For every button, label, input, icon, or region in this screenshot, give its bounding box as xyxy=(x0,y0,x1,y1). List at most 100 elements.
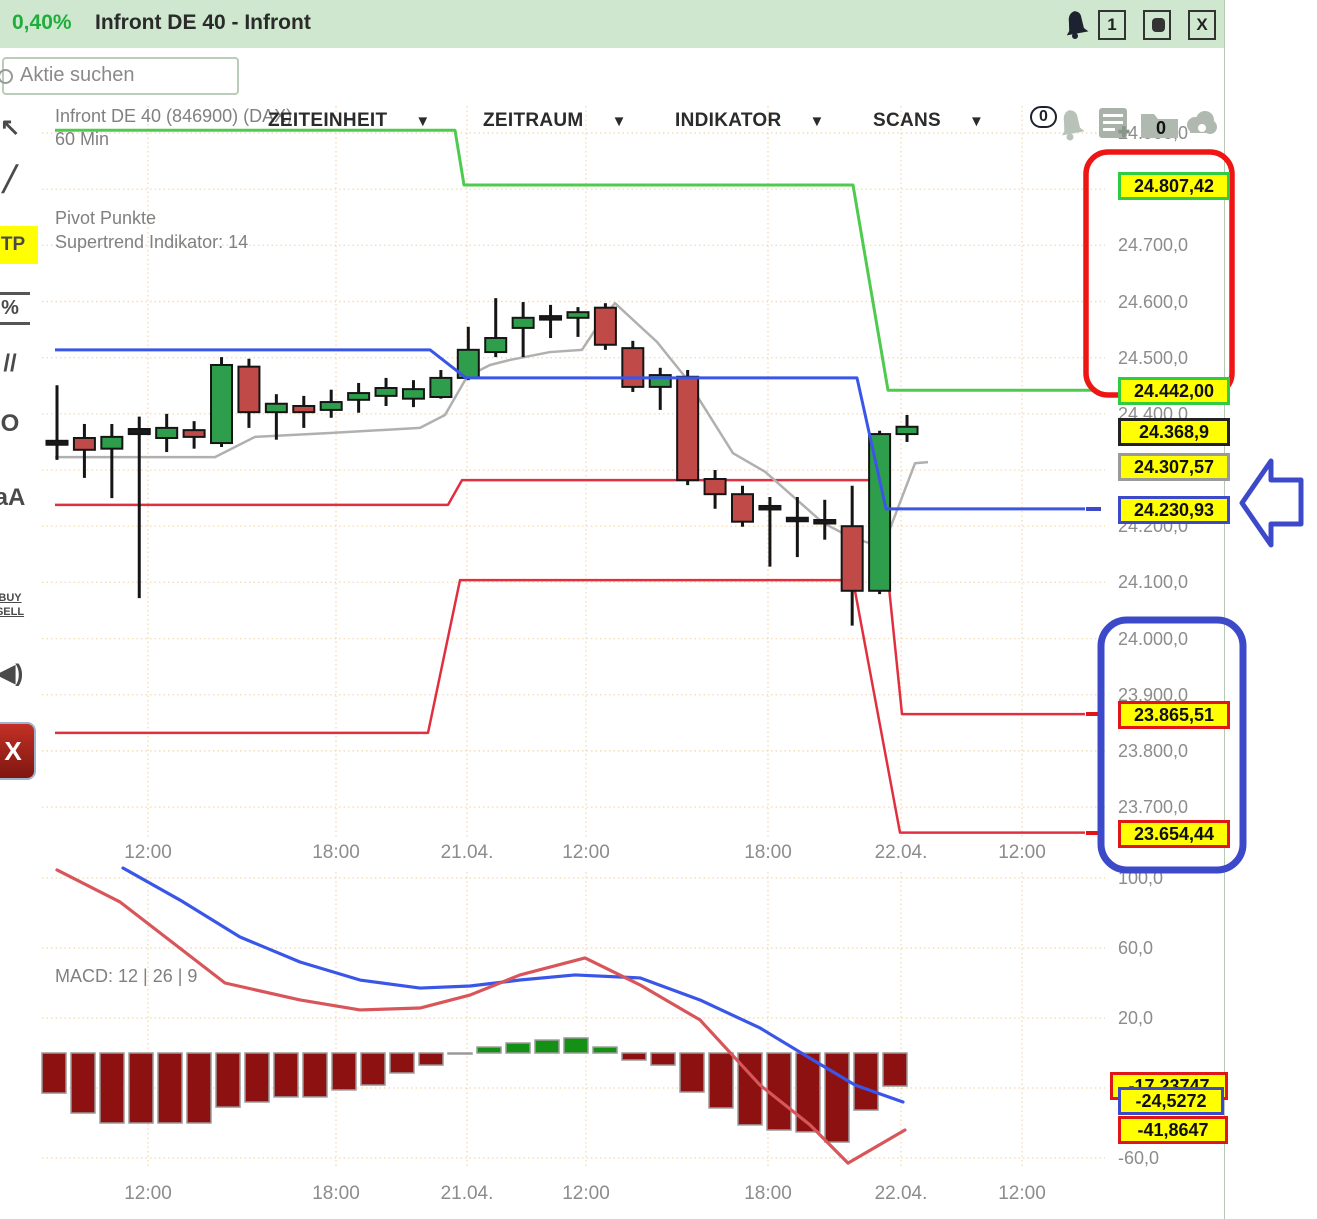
cursor-tool-icon: ↖ xyxy=(0,114,21,141)
supertrend-gray xyxy=(55,301,929,549)
title-bar: 0,40% Infront DE 40 - Infront 1 X xyxy=(0,0,1224,48)
trendline-tool-icon: ╱ xyxy=(2,166,18,193)
text-tool[interactable]: aA xyxy=(0,486,32,510)
macd-histogram-bar xyxy=(447,1052,473,1055)
toolbar: ZEITEINHEIT ▼ ZEITRAUM ▼ INDIKATOR ▼ SCA… xyxy=(0,48,1224,141)
cloud-icon[interactable] xyxy=(1184,108,1218,138)
audio-tool[interactable]: ◀) xyxy=(0,662,32,686)
macd-label: MACD: 12 | 26 | 9 xyxy=(55,966,198,986)
menu-scans[interactable]: SCANS ▼ xyxy=(873,110,984,132)
close-label: X xyxy=(1196,15,1208,34)
candle xyxy=(758,504,782,511)
macd-histogram-bar xyxy=(273,1052,299,1098)
macd-histogram-bar xyxy=(621,1052,647,1061)
chevron-down-icon: ▼ xyxy=(969,112,985,130)
window-title: Infront DE 40 - Infront xyxy=(95,11,311,34)
restore-button[interactable] xyxy=(1143,10,1171,40)
menu-zeiteinheit[interactable]: ZEITEINHEIT ▼ xyxy=(268,110,431,132)
macd-histogram-bar xyxy=(505,1042,531,1054)
candle xyxy=(45,439,69,446)
chevron-down-icon: ▼ xyxy=(809,112,825,130)
candle xyxy=(703,478,727,496)
minimize-label: 1 xyxy=(1107,15,1117,34)
menu-indikator-label: INDIKATOR xyxy=(675,110,782,131)
candle xyxy=(621,347,645,388)
search-input[interactable] xyxy=(18,61,232,89)
trendline-tool[interactable]: ╱ xyxy=(0,168,32,192)
macd-histogram-bar xyxy=(186,1052,212,1124)
alert-count-badge[interactable]: 0 xyxy=(1030,106,1057,128)
macd-histogram-bar xyxy=(766,1052,792,1131)
menu-indikator[interactable]: INDIKATOR ▼ xyxy=(675,110,825,132)
candle xyxy=(840,525,864,592)
watchlist-add-icon[interactable] xyxy=(1096,105,1134,143)
chevron-down-icon: ▼ xyxy=(611,112,627,130)
portfolio-folder-icon[interactable]: 0 xyxy=(1138,106,1182,142)
parallel-tool-icon: // xyxy=(3,350,17,377)
pivot-support-red-1 xyxy=(55,478,1085,716)
menu-zeitraum-label: ZEITRAUM xyxy=(483,110,584,131)
buysell-tool[interactable]: BUY SELL xyxy=(0,592,32,620)
candle xyxy=(182,429,206,438)
ellipse-tool[interactable]: O xyxy=(0,412,32,436)
menu-zeiteinheit-label: ZEITEINHEIT xyxy=(268,110,388,131)
candle xyxy=(648,374,672,388)
svg-text:0: 0 xyxy=(1156,118,1166,138)
candle xyxy=(484,337,508,354)
candle xyxy=(100,435,124,450)
candle xyxy=(566,311,590,319)
macd-histogram-bar xyxy=(70,1052,96,1114)
macd-histogram-bar xyxy=(882,1052,908,1087)
drawing-toolbar: ↖ ╱ TP% // OaA BUY SELL ◀) X xyxy=(0,100,40,1200)
macd-histogram-bar xyxy=(824,1052,850,1143)
macd-histogram-bar xyxy=(41,1052,67,1094)
macd-histogram-bar xyxy=(592,1046,618,1054)
candle xyxy=(593,306,617,346)
candle xyxy=(785,516,809,523)
macd-histogram-bar xyxy=(679,1052,705,1093)
instrument-label: Infront DE 40 (846900) (DAX) xyxy=(55,106,293,126)
tp-tool[interactable]: TP xyxy=(0,226,38,264)
macd-histogram-bar xyxy=(389,1052,415,1074)
macd-line xyxy=(55,868,907,1165)
alerts-bell-icon[interactable] xyxy=(1056,106,1088,142)
cursor-tool[interactable]: ↖ xyxy=(0,116,32,140)
macd-histogram-bar xyxy=(244,1052,270,1103)
candle xyxy=(374,387,398,397)
restore-icon xyxy=(1152,18,1165,32)
text-tool-icon: aA xyxy=(0,484,26,511)
percent-tool-icon: % xyxy=(0,292,30,325)
menu-scans-label: SCANS xyxy=(873,110,942,131)
percent-tool[interactable]: % xyxy=(0,292,32,325)
search-icon xyxy=(0,69,13,84)
chevron-down-icon: ▼ xyxy=(415,112,431,130)
macd-histogram-bar xyxy=(795,1052,821,1133)
parallel-tool[interactable]: // xyxy=(0,352,32,376)
close-button[interactable]: X xyxy=(1188,10,1216,40)
candle xyxy=(895,425,919,436)
macd-histogram-bar xyxy=(157,1052,183,1124)
audio-tool-icon: ◀) xyxy=(0,660,24,687)
macd-histogram-bar xyxy=(331,1052,357,1091)
candle xyxy=(155,426,179,440)
candle xyxy=(264,402,288,414)
close-tool[interactable]: X xyxy=(0,722,36,780)
pivot-resistance-green xyxy=(55,128,1093,392)
minimize-button[interactable]: 1 xyxy=(1098,10,1126,40)
supertrend-overlay-label: Supertrend Indikator: 14 xyxy=(55,232,249,252)
close-tool-icon: X xyxy=(4,735,22,766)
macd-histogram-bar xyxy=(708,1052,734,1109)
candle xyxy=(210,363,234,445)
candle xyxy=(868,433,892,592)
menu-zeitraum[interactable]: ZEITRAUM ▼ xyxy=(483,110,627,132)
macd-histogram-bar xyxy=(99,1052,125,1124)
notification-bell-icon[interactable] xyxy=(1062,8,1092,40)
candle xyxy=(319,401,343,411)
candle xyxy=(292,404,316,414)
macd-histogram-bar xyxy=(476,1046,502,1054)
macd-histogram-bar xyxy=(128,1052,154,1124)
change-percent: 0,40% xyxy=(12,11,72,34)
candle xyxy=(511,316,535,329)
